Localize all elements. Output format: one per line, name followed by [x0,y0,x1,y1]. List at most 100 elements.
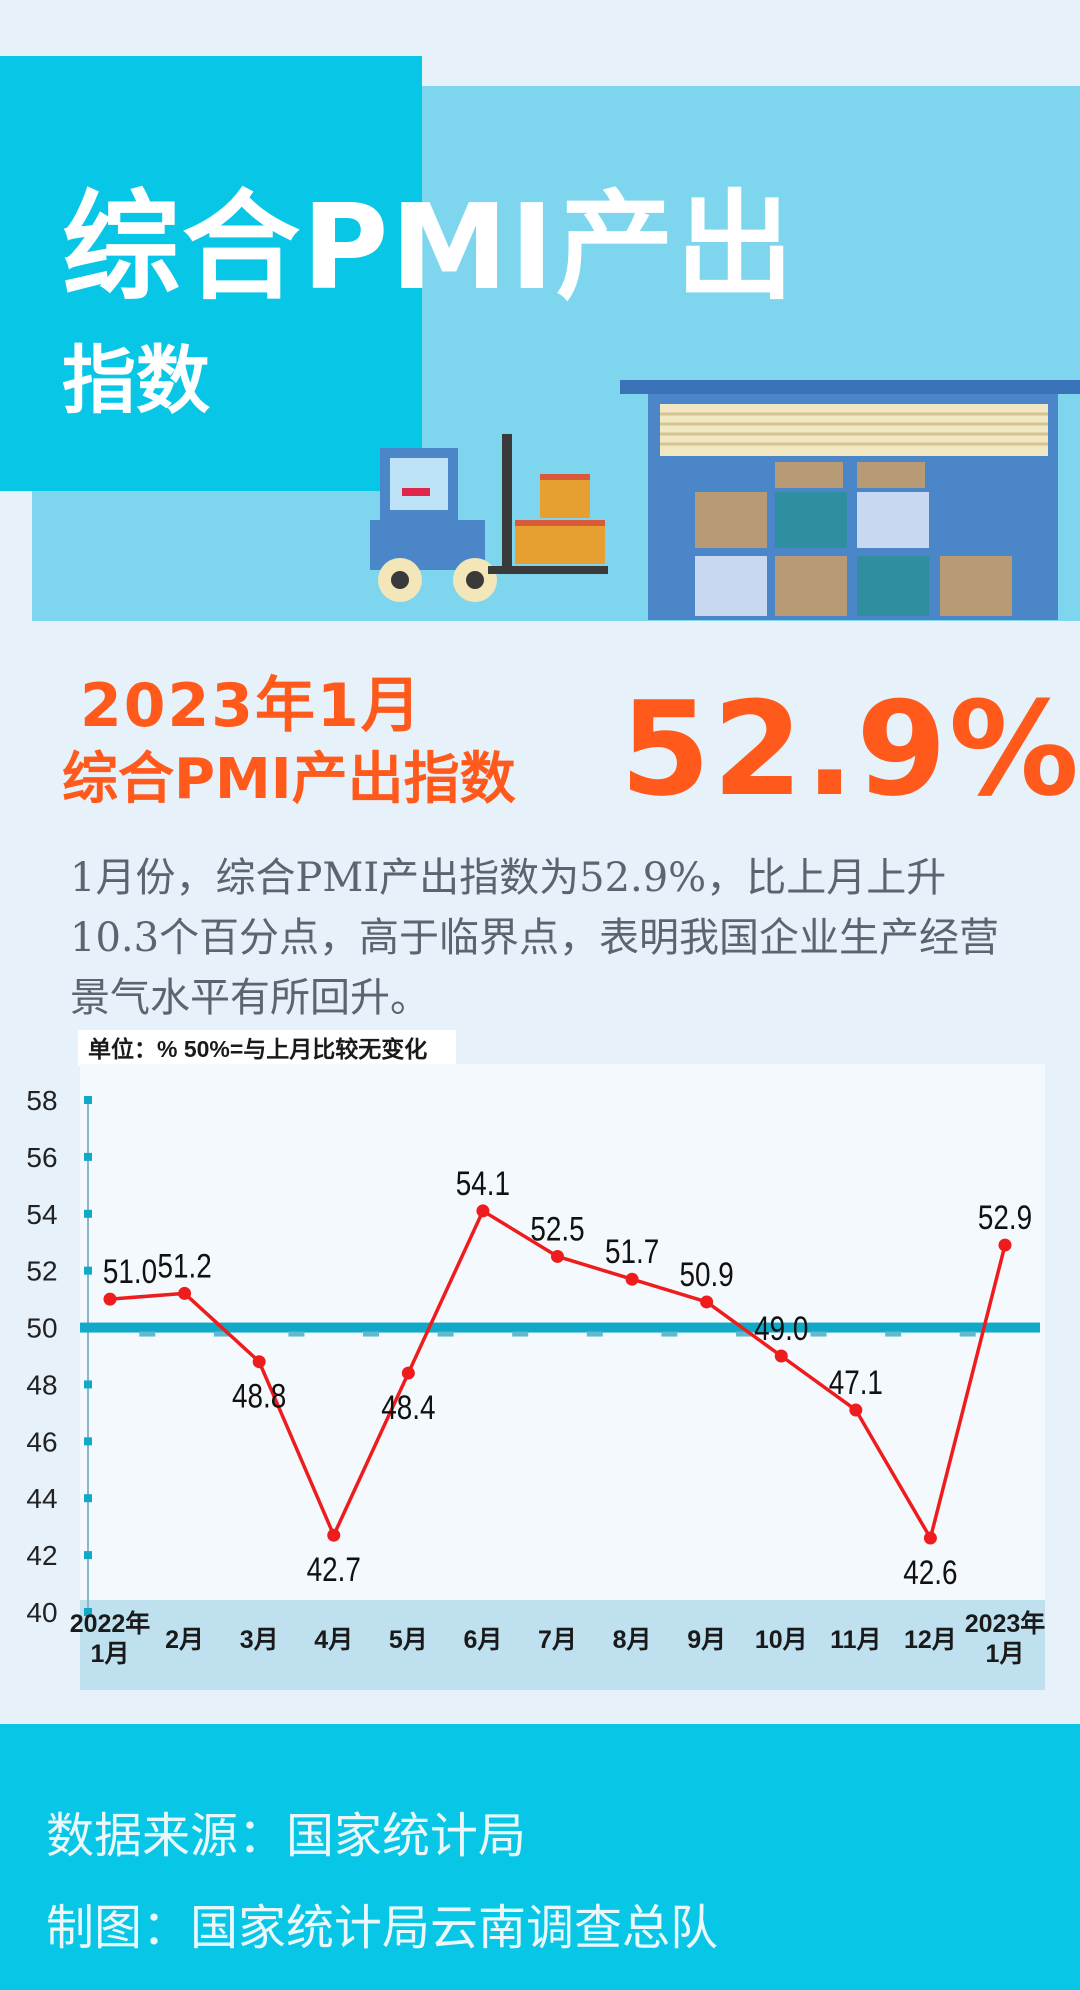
unit-note: 单位：% 50%=与上月比较无变化 [88,1036,427,1062]
data-label: 54.1 [456,1164,510,1202]
data-label: 51.0 [103,1252,157,1290]
x-tick-label-line: 11月 [830,1626,881,1654]
warehouse-shutter [660,404,1048,456]
reference-line-notch [139,1331,156,1337]
data-point [252,1355,266,1369]
x-tick-label-line: 4月 [314,1626,353,1654]
data-point [551,1249,564,1263]
x-tick-label-line: 5月 [389,1626,428,1654]
x-tick-label: 4月 [314,1626,353,1654]
plot-area [80,1064,1045,1640]
footer: 数据来源：国家统计局 制图：国家统计局云南调查总队 [0,1724,1080,1990]
header-banner-dark [0,56,422,491]
y-tick-label: 50 [26,1313,57,1344]
data-label: 51.7 [605,1233,659,1271]
reference-line-notch [512,1331,529,1337]
warehouse-forklift-illustration [370,380,1080,620]
x-tick-label: 6月 [463,1626,502,1654]
data-label: 52.5 [530,1210,584,1248]
headline-value: 52.9% [620,673,1080,825]
data-point [178,1286,192,1300]
y-tick-mark [84,1608,92,1616]
data-label: 50.9 [680,1255,734,1293]
data-label: 47.1 [829,1363,883,1401]
y-tick-label: 44 [26,1483,57,1514]
data-label: 42.6 [903,1553,957,1591]
y-tick-label: 58 [26,1085,57,1116]
data-label: 51.2 [157,1247,211,1285]
x-tick-label: 7月 [538,1626,577,1654]
reference-line-notch [735,1331,752,1337]
data-point [103,1292,117,1306]
reference-line-notch [586,1331,603,1337]
data-point [923,1531,937,1545]
y-tick-label: 40 [26,1597,57,1628]
x-tick-label: 2022年 1月 [70,1609,151,1668]
reference-line-notch [810,1331,827,1337]
x-tick-label-line: 2022年 [70,1609,151,1638]
x-tick-label-line: 9月 [687,1626,726,1654]
reference-line-50 [80,1322,1040,1337]
chart-credit: 制图：国家统计局云南调查总队 [46,1900,719,1956]
y-tick-label: 54 [26,1199,57,1230]
page-subtitle: 指数 [62,338,210,424]
x-tick-label: 3月 [240,1626,279,1654]
data-point [774,1349,788,1363]
y-tick-mark [84,1152,92,1161]
x-axis-band [80,1600,1045,1690]
x-tick-label-line: 1月 [91,1640,130,1668]
y-tick-label: 46 [26,1426,57,1457]
x-tick-label-line: 2023年 [965,1609,1046,1638]
x-tick-label-line: 10月 [755,1626,808,1654]
headline-indicator: 综合PMI产出指数 [62,747,516,812]
data-label: 48.4 [381,1388,435,1426]
headline-date: 2023年1月 [80,671,423,741]
y-tick-mark [84,1551,92,1560]
reference-line [80,1322,1040,1333]
data-point [476,1204,490,1218]
data-point [327,1528,341,1542]
data-point [700,1295,714,1309]
y-tick-label: 52 [26,1256,57,1287]
x-tick-label-line: 2月 [165,1626,204,1654]
x-tick-label: 8月 [613,1626,652,1654]
y-tick-mark [84,1096,92,1104]
shutter-lines [660,412,1048,446]
x-tick-label: 5月 [389,1626,428,1654]
reference-line-notch [885,1331,902,1337]
x-tick-label: 2023年 1月 [965,1609,1046,1668]
y-tick-label: 48 [26,1369,57,1400]
page-title: 综合PMI产出 [62,178,796,316]
x-tick-label: 2月 [165,1626,204,1654]
y-tick-mark [84,1266,92,1275]
x-tick-label-line: 7月 [538,1626,577,1654]
x-tick-label: 9月 [687,1626,726,1654]
x-tick-label-line: 6月 [463,1626,502,1654]
x-tick-label-line: 12月 [904,1626,957,1654]
y-tick-label: 42 [26,1540,57,1571]
data-label: 49.0 [754,1309,808,1347]
y-tick-mark [84,1437,92,1446]
unit-note-bg [78,1030,456,1066]
x-tick-label-line: 8月 [613,1626,652,1654]
description-text: 1月份，综合PMI产出指数为52.9%，比上月上升10.3个百分点，高于临界点，… [70,855,1000,1021]
data-point [401,1366,415,1380]
data-point [625,1272,639,1286]
data-point [849,1403,863,1417]
x-tick-label: 10月 [755,1626,808,1654]
reference-line-notch [363,1331,380,1337]
data-label: 48.8 [232,1377,286,1415]
chart-svg: 单位：% 50%=与上月比较无变化 40 42 44 46 48 50 52 54 56 58 5… [26,1030,1046,1690]
x-tick-label-line: 1月 [986,1640,1025,1668]
y-axis: 40 42 44 46 48 50 52 54 56 58 [26,1085,92,1628]
reference-line-notch [213,1331,230,1337]
data-label: 52.9 [978,1198,1032,1236]
x-tick-label: 11月 [830,1626,881,1654]
y-tick-mark [84,1380,92,1389]
data-source: 数据来源：国家统计局 [46,1808,527,1864]
y-tick-mark [84,1494,92,1503]
warehouse-boxes [695,462,1012,616]
warehouse-roof [620,380,1080,394]
reference-line-notch [661,1331,678,1337]
pmi-series: 51.0 51.2 48.8 42.7 48.4 54.1 52.5 51.7 50.9 49.0… [103,1164,1032,1591]
